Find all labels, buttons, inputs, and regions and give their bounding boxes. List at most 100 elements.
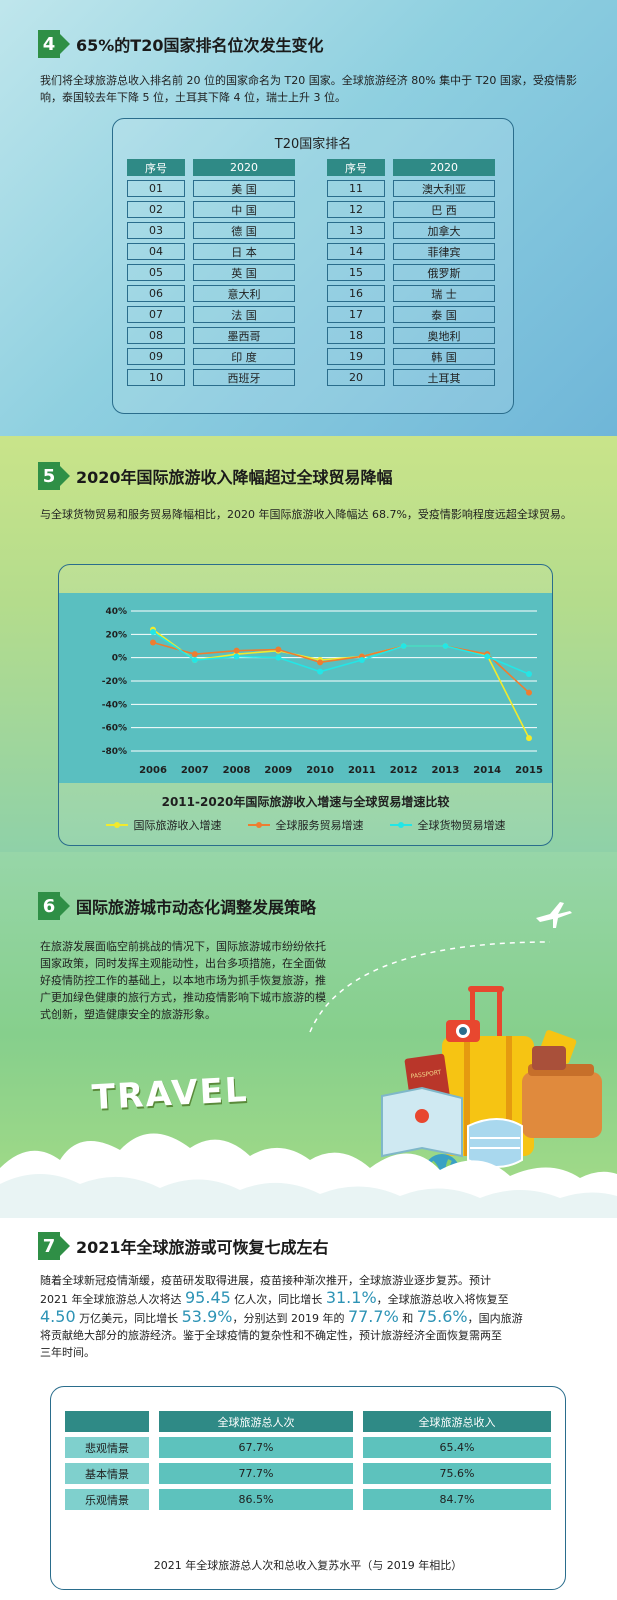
- column-header: 全球旅游总人次: [159, 1411, 353, 1432]
- data-point: [275, 646, 282, 653]
- t20-table-panel: T20国家排名 序号 2020 01 美 国 02 中 国 03 德 国 04 日 本 05 英 国 0…: [112, 118, 514, 414]
- section-recovery-2021: 7 2021年全球旅游或可恢复七成左右 随着全球新冠疫情渐缓，疫苗研发取得进展，…: [0, 1218, 617, 1600]
- section-title: 2021年全球旅游或可恢复七成左右: [76, 1238, 329, 1257]
- table-title: T20国家排名: [274, 137, 352, 152]
- column-header-rank: 序号: [127, 159, 185, 176]
- section-title: 2020年国际旅游收入降幅超过全球贸易降幅: [76, 468, 393, 487]
- section-number: 4: [38, 30, 60, 58]
- rank-cell: 17: [327, 306, 385, 323]
- cloud-decoration: [0, 1133, 617, 1218]
- rank-cell: 15: [327, 264, 385, 281]
- section-number-badge: 6: [38, 892, 70, 920]
- section-tourism-vs-trade: 5 2020年国际旅游收入降幅超过全球贸易降幅 与全球货物贸易和服务贸易降幅相比…: [0, 436, 617, 852]
- data-point: [526, 735, 532, 742]
- rank-cell: 09: [127, 348, 185, 365]
- country-cell: 泰 国: [393, 306, 495, 323]
- section-paragraph: 我们将全球旅游总收入排名前 20 位的国家命名为 T20 国家。全球旅游经济 8…: [40, 74, 577, 104]
- recovery-table-panel: 全球旅游总人次 全球旅游总收入 悲观情景 67.7% 65.4% 基本情景 77.7% 75.…: [50, 1386, 566, 1590]
- legend-item: 全球服务贸易增速: [247, 817, 364, 833]
- growth-chart-panel: 40% 20% 0% -20% -40% -60% -80% 2006 2007 2008 2009…: [58, 564, 553, 846]
- paragraph-line: 三年时间。: [40, 1346, 95, 1359]
- country-cell: 韩 国: [393, 348, 495, 365]
- percent-cell: 75.6%: [363, 1463, 551, 1484]
- country-cell: 美 国: [193, 180, 295, 197]
- x-tick-label: 2015: [515, 765, 543, 776]
- rank-cell: 14: [327, 243, 385, 260]
- section-6-header: 6 国际旅游城市动态化调整发展策略: [38, 892, 316, 920]
- data-point: [150, 639, 156, 646]
- y-tick-label: -80%: [102, 747, 127, 757]
- column-header-country: 2020: [193, 159, 295, 176]
- paragraph-line: 将贡献绝大部分的旅游经济。鉴于全球疫情的复杂性和不确定性，预计旅游经济全面恢复需…: [40, 1329, 502, 1342]
- rank-cell: 18: [327, 327, 385, 344]
- section-7-header: 7 2021年全球旅游或可恢复七成左右: [38, 1232, 329, 1260]
- column-header-country: 2020: [393, 159, 495, 176]
- section-t20-ranking: 4 65%的T20国家排名位次发生变化 我们将全球旅游总收入排名前 20 位的国…: [0, 0, 617, 436]
- x-tick-label: 2010: [306, 765, 334, 776]
- data-point: [275, 654, 282, 661]
- y-tick-label: -60%: [102, 724, 127, 734]
- country-cell: 意大利: [193, 285, 295, 302]
- section-title: 国际旅游城市动态化调整发展策略: [76, 898, 317, 917]
- series-line-0: [152, 629, 530, 739]
- data-point: [191, 657, 198, 663]
- paragraph-line: 随着全球新冠疫情渐缓，疫苗研发取得进展，疫苗接种渐次推开，全球旅游业逐步复苏。预…: [40, 1274, 491, 1287]
- country-cell: 中 国: [193, 201, 295, 218]
- rank-cell: 08: [127, 327, 185, 344]
- data-point: [526, 671, 532, 677]
- country-cell: 日 本: [193, 243, 295, 260]
- country-cell: 西班牙: [193, 369, 295, 386]
- legend-item: 国际旅游收入增速: [105, 817, 222, 833]
- rank-cell: 13: [327, 222, 385, 239]
- legend-label: 国际旅游收入增速: [133, 819, 222, 832]
- series-line-2: [152, 631, 530, 675]
- section-paragraph: 在旅游发展面临空前挑战的情况下，国际旅游城市纷纷依托国家政策，同时发挥主观能动性…: [40, 940, 326, 1021]
- rank-cell: 02: [127, 201, 185, 218]
- data-point: [233, 647, 240, 654]
- data-point: [233, 653, 240, 660]
- paragraph-line: 4.50 万亿美元，同比增长 53.9%，分别达到 2019 年的 77.7% …: [40, 1307, 523, 1326]
- percent-cell: 86.5%: [159, 1489, 353, 1510]
- x-tick-label: 2013: [432, 765, 460, 776]
- percent-cell: 84.7%: [363, 1489, 551, 1510]
- x-tick-label: 2009: [264, 765, 292, 776]
- line-chart: 40% 20% 0% -20% -40% -60% -80% 2006 2007 2008 2009…: [102, 607, 543, 776]
- section-number-badge: 4: [38, 30, 70, 58]
- data-point: [191, 651, 198, 658]
- data-point: [442, 643, 449, 649]
- y-tick-label: 40%: [105, 607, 127, 617]
- section-number: 5: [38, 462, 60, 490]
- section-city-strategy: 6 国际旅游城市动态化调整发展策略 在旅游发展面临空前挑战的情况下，国际旅游城市…: [0, 852, 617, 1218]
- section-4-header: 4 65%的T20国家排名位次发生变化: [38, 30, 323, 58]
- data-point: [484, 653, 491, 660]
- percent-cell: 67.7%: [159, 1437, 353, 1458]
- x-tick-label: 2012: [390, 765, 418, 776]
- section-title: 65%的T20国家排名位次发生变化: [76, 36, 324, 55]
- legend-label: 全球服务贸易增速: [275, 819, 364, 832]
- section-5-header: 5 2020年国际旅游收入降幅超过全球贸易降幅: [38, 462, 393, 490]
- table-caption: 2021 年全球旅游总人次和总收入复苏水平（与 2019 年相比）: [153, 1559, 463, 1572]
- section-number-badge: 5: [38, 462, 70, 490]
- x-tick-label: 2014: [473, 765, 501, 776]
- column-header: [65, 1411, 149, 1432]
- data-point: [317, 668, 324, 675]
- percent-cell: 77.7%: [159, 1463, 353, 1484]
- country-cell: 澳大利亚: [393, 180, 495, 197]
- rank-cell: 06: [127, 285, 185, 302]
- rank-cell: 07: [127, 306, 185, 323]
- scenario-label: 乐观情景: [65, 1489, 149, 1510]
- data-point: [317, 659, 324, 666]
- rank-cell: 19: [327, 348, 385, 365]
- paragraph-line: 2021 年全球旅游总人次将达 95.45 亿人次，同比增长 31.1%，全球旅…: [40, 1288, 509, 1307]
- rank-cell: 10: [127, 369, 185, 386]
- rank-cell: 03: [127, 222, 185, 239]
- x-tick-label: 2007: [181, 765, 209, 776]
- rank-cell: 20: [327, 369, 385, 386]
- country-cell: 英 国: [193, 264, 295, 281]
- country-cell: 菲律宾: [393, 243, 495, 260]
- stat-trips-growth: 31.1%: [325, 1288, 377, 1307]
- column-header-rank: 序号: [327, 159, 385, 176]
- scenario-label: 悲观情景: [65, 1437, 149, 1458]
- x-tick-label: 2006: [139, 765, 167, 776]
- rank-cell: 12: [327, 201, 385, 218]
